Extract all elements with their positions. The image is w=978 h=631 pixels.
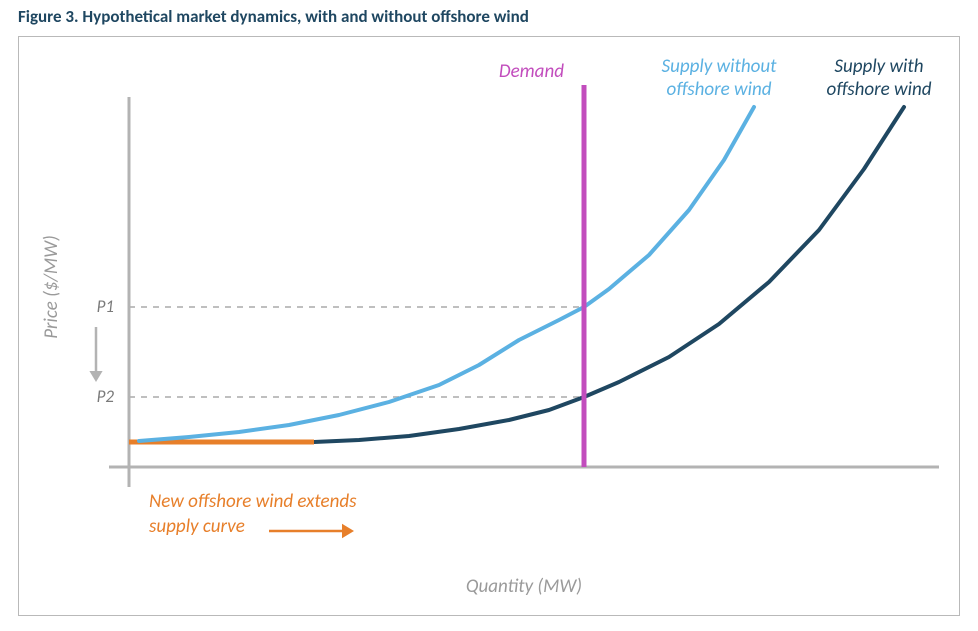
supply-without-curve bbox=[139, 107, 754, 441]
demand-label: Demand bbox=[499, 60, 564, 83]
x-axis-label: Quantity (MW) bbox=[466, 575, 582, 598]
supply-without-label-2: offshore wind bbox=[666, 78, 771, 101]
chart-svg: P1 P2 Price ($/MW) Quantity (MW) Demand Suppl… bbox=[19, 37, 961, 617]
y-axis-label: Price ($/MW) bbox=[40, 235, 63, 339]
supply-without-label-1: Supply without bbox=[661, 55, 777, 78]
annotation-line-2: supply curve bbox=[149, 515, 245, 538]
supply-with-label-1: Supply with bbox=[834, 55, 923, 78]
figure-title: Figure 3. Hypothetical market dynamics, … bbox=[18, 6, 529, 27]
annotation-arrow-head bbox=[342, 524, 354, 538]
p1-to-p2-arrow-head bbox=[89, 371, 102, 382]
supply-with-label-2: offshore wind bbox=[826, 78, 931, 101]
p2-label: P2 bbox=[97, 386, 115, 407]
plot-frame: P1 P2 Price ($/MW) Quantity (MW) Demand Suppl… bbox=[18, 36, 960, 616]
annotation-line-1: New offshore wind extends bbox=[149, 490, 357, 513]
p1-label: P1 bbox=[97, 296, 114, 317]
figure-container: Figure 3. Hypothetical market dynamics, … bbox=[0, 0, 978, 631]
supply-with-curve bbox=[314, 107, 904, 442]
